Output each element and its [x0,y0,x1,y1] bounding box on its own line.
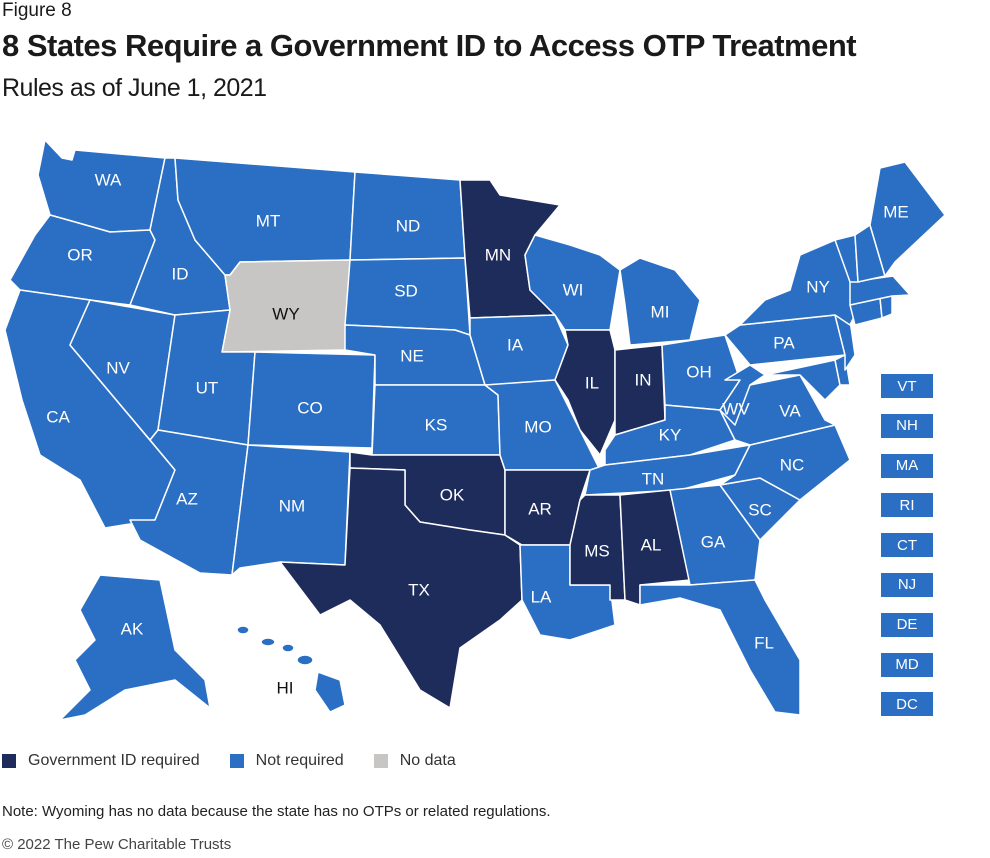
legend-label: No data [399,752,456,769]
state-label-MN: MN [485,245,511,264]
state-label-ME: ME [883,202,909,221]
state-FL[interactable] [639,579,801,716]
state-label-FL: FL [754,633,774,652]
small-state-box-MA[interactable]: MA [881,453,933,478]
figure-label: Figure 8 [2,0,72,21]
small-state-box-MD[interactable]: MD [881,652,933,677]
state-label-NV: NV [106,358,130,377]
state-label-KY: KY [659,425,682,444]
state-label-VA: VA [779,401,801,420]
legend-label: Government ID required [28,752,200,769]
state-label-MT: MT [256,211,281,230]
state-label-OH: OH [686,362,712,381]
small-state-list: VT NH MA RI CT NJ DE MD DC [881,374,933,732]
state-label-SD: SD [394,281,418,300]
small-state-box-DC[interactable]: DC [881,692,933,717]
state-RI[interactable] [879,295,893,319]
state-label-UT: UT [196,378,219,397]
state-label-ND: ND [396,216,421,235]
state-IL[interactable] [554,329,616,456]
state-label-IL: IL [585,373,599,392]
state-label-LA: LA [531,587,552,606]
state-ME[interactable] [869,161,946,277]
state-label-NM: NM [279,496,305,515]
small-state-box-NJ[interactable]: NJ [881,572,933,597]
legend-item-not_required: Not required [229,752,344,770]
state-NY[interactable] [739,239,856,326]
state-label-AK: AK [121,619,144,638]
state-label-NY: NY [806,277,830,296]
state-TX[interactable] [279,467,523,709]
state-label-ID: ID [172,264,189,283]
state-MD[interactable] [764,359,841,401]
small-state-box-NH[interactable]: NH [881,413,933,438]
state-label-CO: CO [297,398,323,417]
state-label-TX: TX [408,580,430,599]
state-label-MS: MS [584,541,610,560]
state-label-PA: PA [773,333,795,352]
state-label-OR: OR [67,245,93,264]
state-label-AL: AL [641,535,662,554]
state-label-GA: GA [701,532,726,551]
state-label-WI: WI [563,280,584,299]
footnote: Note: Wyoming has no data because the st… [2,803,551,820]
legend-swatch [373,754,388,768]
state-label-WV: WV [722,399,750,418]
state-label-IN: IN [635,370,652,389]
state-label-KS: KS [425,415,448,434]
legend-label: Not required [255,752,344,769]
state-AK[interactable] [59,574,211,721]
legend-swatch [2,754,16,768]
small-state-box-CT[interactable]: CT [881,533,933,558]
small-state-box-DE[interactable]: DE [881,612,933,637]
state-label-SC: SC [748,500,772,519]
us-map: WA OR CA NV ID MT WY UT AZ CO NM ND SD N… [4,139,946,721]
legend: Government ID required Not required No dat… [2,752,486,770]
state-MI[interactable] [619,257,701,346]
state-label-NE: NE [400,346,424,365]
state-label-AZ: AZ [176,489,198,508]
small-state-box-RI[interactable]: RI [881,493,933,518]
state-label-WY: WY [272,304,299,323]
state-label-CA: CA [46,407,70,426]
state-MA[interactable] [849,275,911,306]
state-label-AR: AR [528,499,552,518]
state-label-WA: WA [95,170,122,189]
legend-item-no_data: No data [373,752,456,770]
copyright: © 2022 The Pew Charitable Trusts [2,836,232,853]
state-label-MI: MI [651,302,670,321]
legend-swatch [229,754,244,768]
state-label-IA: IA [507,335,524,354]
state-VA[interactable] [719,374,836,446]
state-label-OK: OK [440,485,465,504]
small-state-box-VT[interactable]: VT [881,374,933,398]
chart-title: 8 States Require a Government ID to Acce… [2,28,857,63]
chart-subtitle: Rules as of June 1, 2021 [2,74,267,102]
state-HI[interactable] [236,625,346,713]
state-WV[interactable] [719,364,766,426]
state-label-HI: HI [277,678,294,697]
legend-item-required: Government ID required [2,752,200,770]
state-label-MO: MO [524,417,551,436]
state-label-NC: NC [780,455,805,474]
state-label-TN: TN [642,469,665,488]
